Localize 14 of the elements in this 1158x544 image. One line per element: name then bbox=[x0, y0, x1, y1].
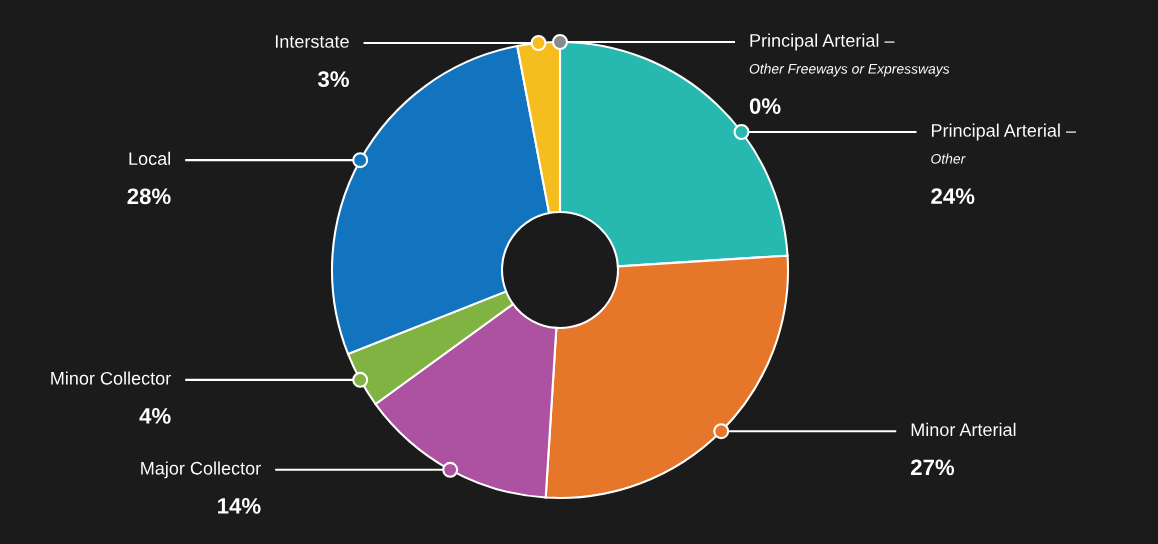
slice-label: Minor Collector bbox=[51, 371, 171, 385]
data-label: 24% bbox=[931, 188, 975, 204]
slice-label: Principal Arterial – Other bbox=[931, 123, 1076, 164]
text: 0% bbox=[749, 98, 781, 114]
data-label: 4% bbox=[139, 408, 171, 424]
data-label: 3% bbox=[317, 71, 349, 88]
category-label: Principal Arterial – Other Freeways or Expressways bbox=[749, 33, 950, 77]
data-label: 14% bbox=[218, 498, 261, 514]
slice-label: Interstate bbox=[275, 35, 349, 48]
slice-label: Minor Arterial bbox=[911, 422, 1016, 437]
slice-label: Major Collector bbox=[141, 461, 261, 479]
data-label: 28% bbox=[127, 188, 171, 205]
data-label: 27% bbox=[910, 459, 955, 476]
slice-label: Local bbox=[129, 151, 170, 166]
